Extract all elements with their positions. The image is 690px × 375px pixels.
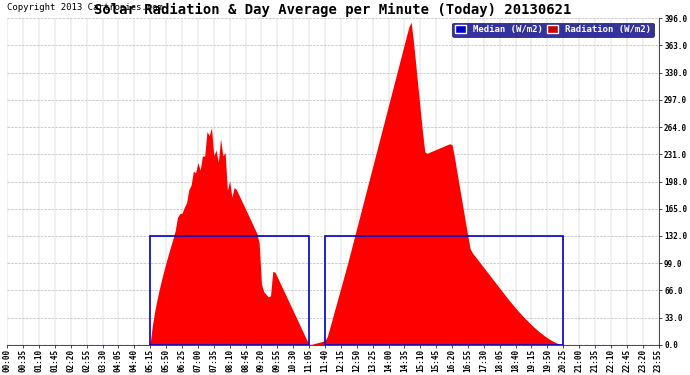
Bar <box>325 236 563 345</box>
Title: Solar Radiation & Day Average per Minute (Today) 20130621: Solar Radiation & Day Average per Minute… <box>95 3 571 17</box>
Text: Copyright 2013 Cartronics.com: Copyright 2013 Cartronics.com <box>8 3 163 12</box>
Bar <box>150 236 309 345</box>
Legend: Median (W/m2), Radiation (W/m2): Median (W/m2), Radiation (W/m2) <box>452 22 654 37</box>
